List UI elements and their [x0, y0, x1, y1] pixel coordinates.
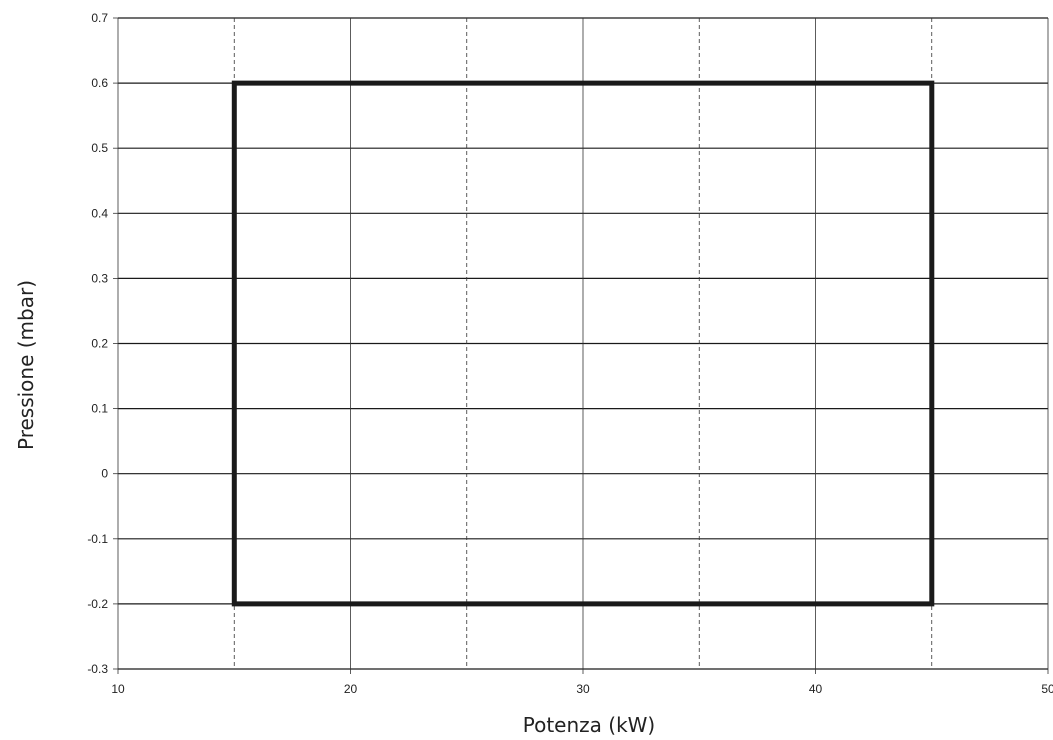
y-tick-label: -0.1 — [87, 532, 108, 546]
x-tick-label: 50 — [1041, 682, 1053, 696]
y-tick-label: 0.5 — [91, 141, 108, 155]
x-axis-title: Potenza (kW) — [523, 713, 655, 737]
y-axis-title: Pressione (mbar) — [14, 280, 38, 450]
series-layer — [231, 80, 935, 607]
x-tick-label: 10 — [111, 682, 125, 696]
y-tick-label: 0 — [101, 467, 108, 481]
x-tick-label: 30 — [576, 682, 590, 696]
x-tick-label: 20 — [344, 682, 358, 696]
series-line — [231, 80, 935, 607]
tick-labels: -0.3 -0.2 -0.1 0 0.1 0.2 0.3 0.4 0.5 0.6 0.7 10 20 30… — [87, 11, 1053, 696]
y-tick-label: -0.2 — [87, 597, 108, 611]
y-tick-label: 0.3 — [91, 271, 108, 285]
grid — [113, 17, 1049, 674]
y-tick-label: 0.4 — [91, 206, 108, 220]
y-tick-label: -0.3 — [87, 662, 108, 676]
y-tick-label: 0.2 — [91, 337, 108, 351]
y-tick-label: 0.1 — [91, 402, 108, 416]
y-tick-label: 0.6 — [91, 76, 108, 90]
y-tick-label: 0.7 — [91, 11, 108, 25]
x-tick-label: 40 — [809, 682, 823, 696]
